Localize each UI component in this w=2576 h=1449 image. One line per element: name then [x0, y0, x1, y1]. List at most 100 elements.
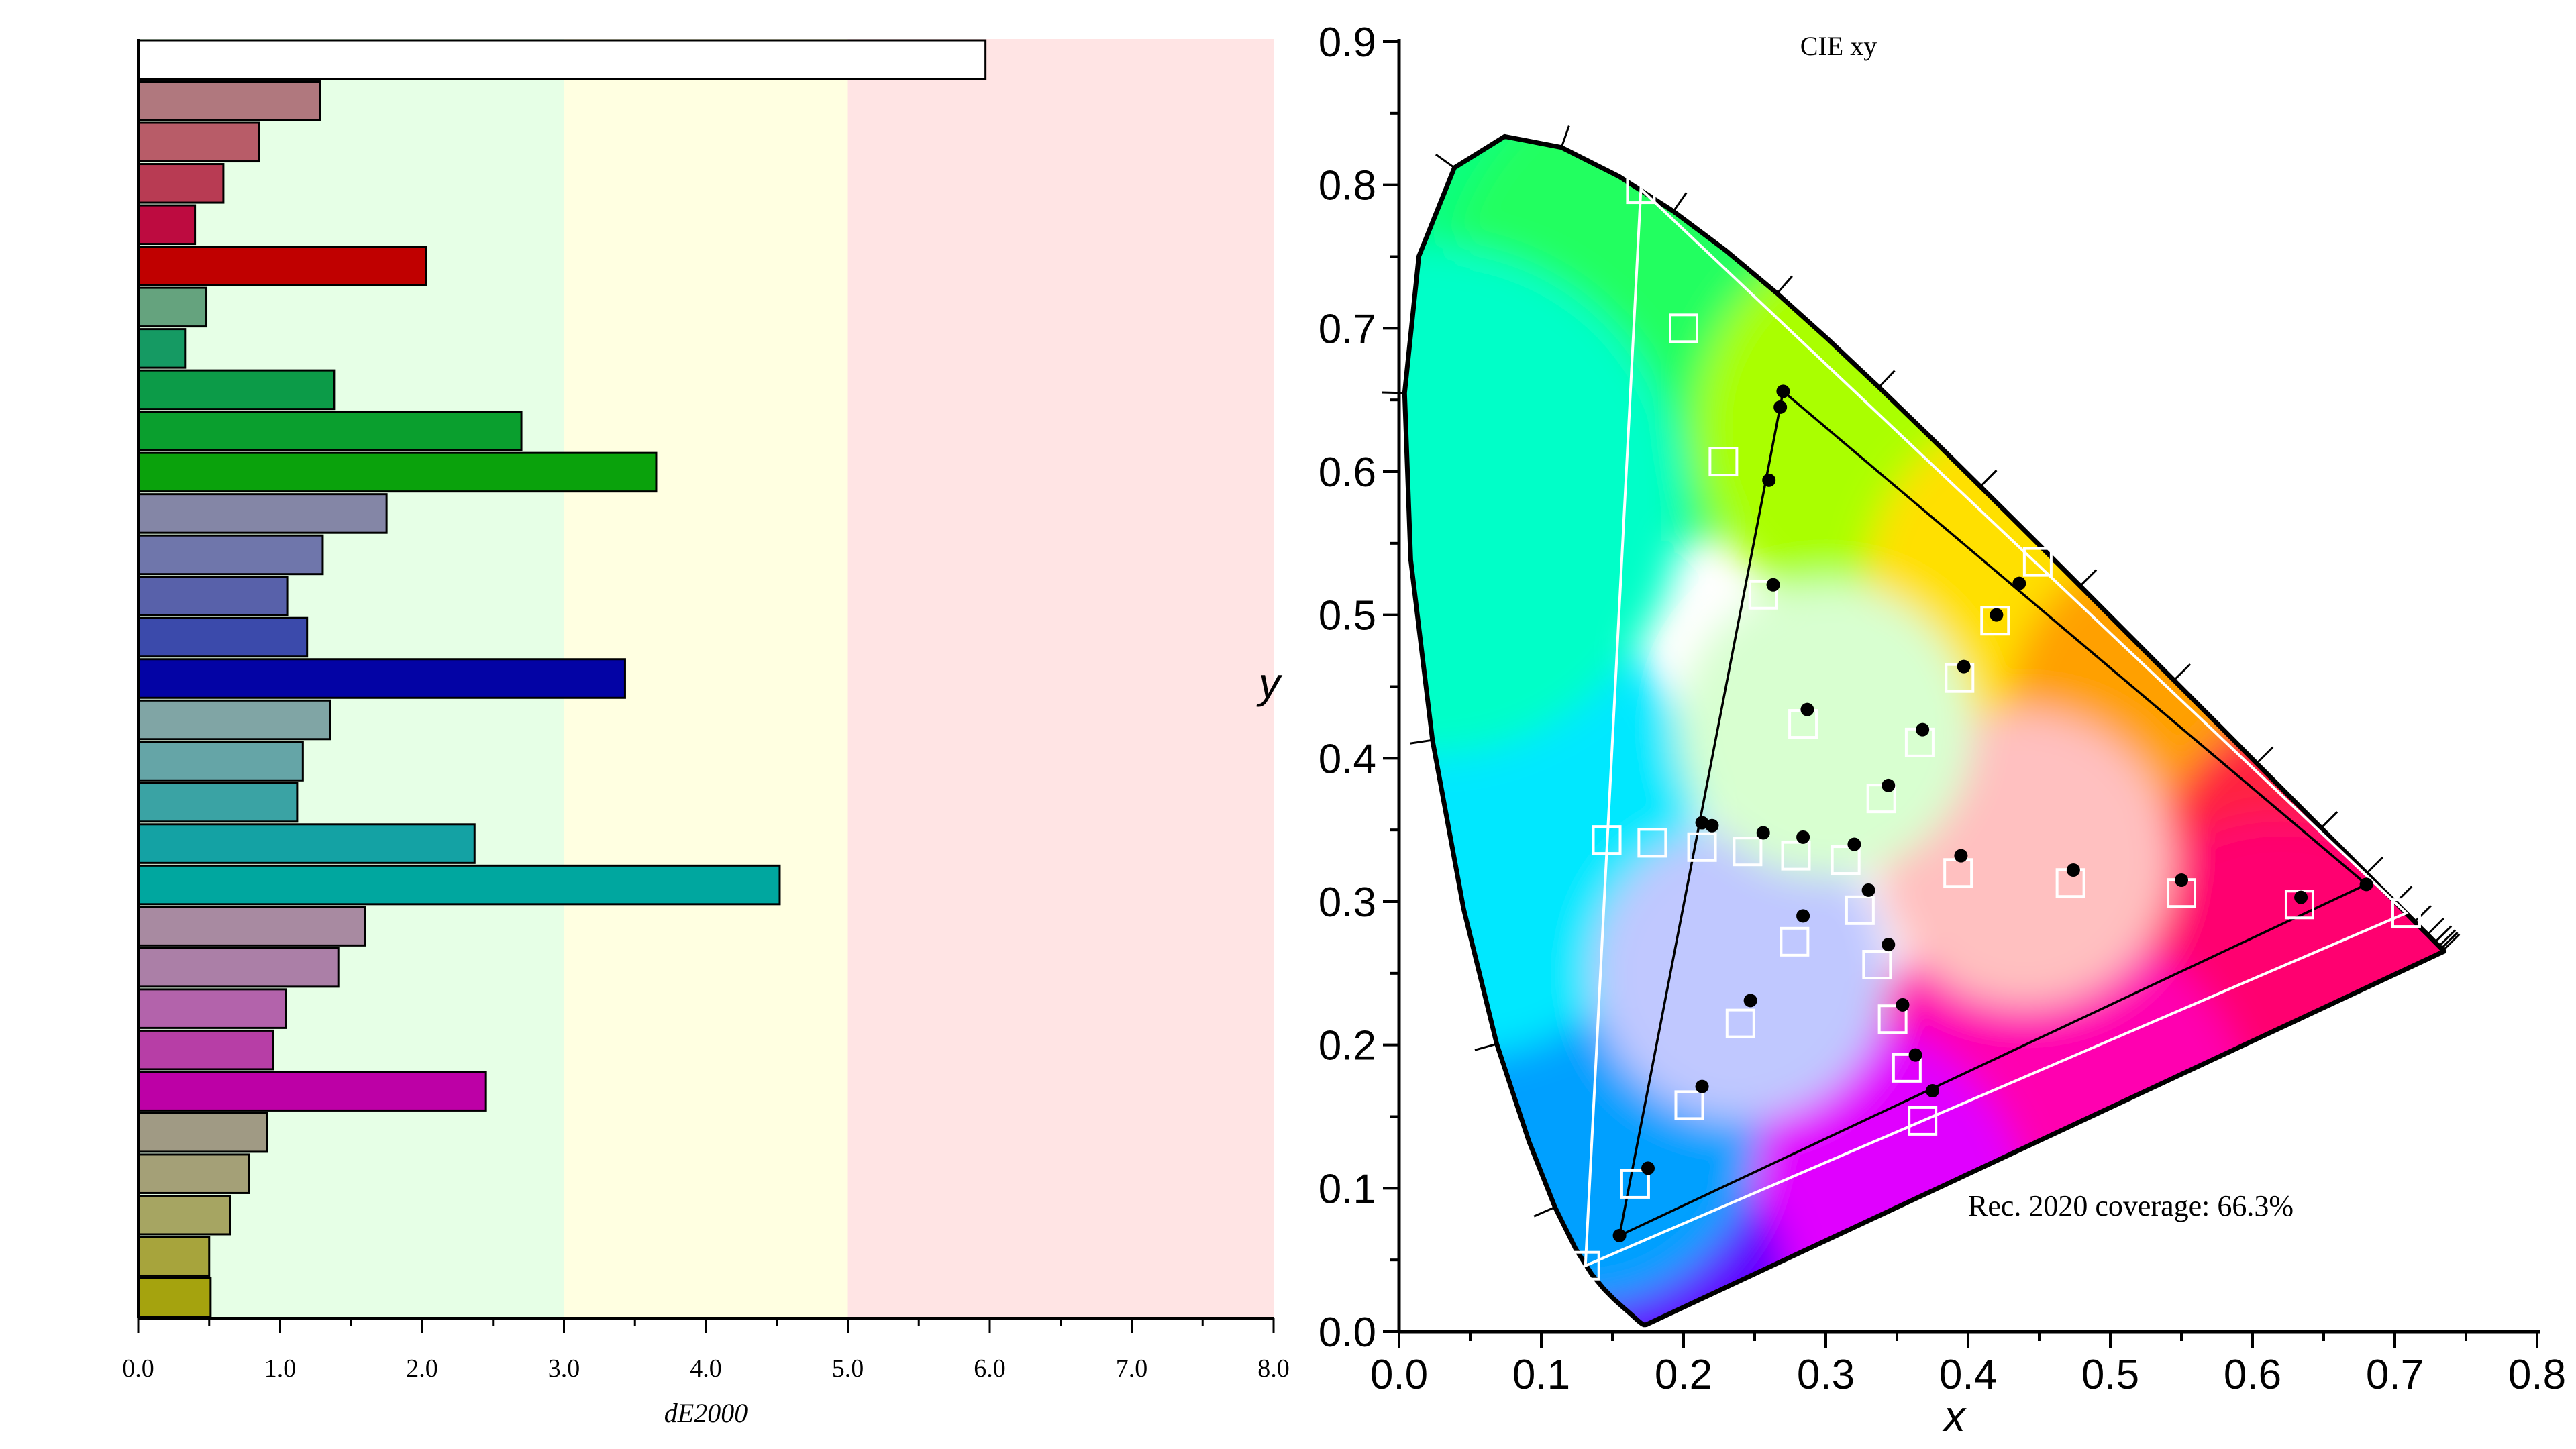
de2000-x-tick-label: 5.0: [832, 1354, 864, 1383]
measurement-markers: [1612, 384, 2373, 1242]
cie-chart-title: CIE xy: [1800, 31, 1877, 61]
tolerance-zone-2: [847, 39, 1274, 1318]
de2000-bar: [137, 121, 260, 163]
de2000-bar: [137, 39, 987, 80]
de2000-x-tick-label: 0.0: [122, 1354, 154, 1383]
target-marker: [1862, 950, 1892, 980]
measurement-marker: [1641, 1161, 1655, 1175]
gamut-color-patch: [1678, 582, 1973, 877]
spectral-locus-tick: [1409, 739, 1433, 745]
de2000-bar: [137, 1194, 231, 1236]
spectral-locus-tick: [2426, 917, 2444, 936]
de2000-x-tick-label: 1.0: [264, 1354, 297, 1383]
measurement-marker: [1766, 578, 1780, 592]
de2000-bar: [137, 699, 331, 741]
cie-y-tick-label: 0.4: [1319, 736, 1376, 782]
cie-x-tick-label: 0.2: [1655, 1352, 1712, 1398]
cie-x-tick-label: 0.5: [2081, 1352, 2139, 1398]
de2000-bar: [137, 1277, 212, 1318]
de2000-x-ticks: 0.0 1.0 2.0 3.0 4.0 5.0 6.0 7.0 8.0: [122, 1318, 1290, 1383]
cie-axes: 0.0 0.1 0.2 0.3 0.4 0.5 0.6 0.7 0.8 0.0 0.1 0.2 0.3 0…: [1319, 19, 2566, 1398]
measured-gamut-triangle: [1618, 389, 2369, 1238]
cie-x-tick-label: 0.0: [1370, 1352, 1428, 1398]
de2000-x-tick-label: 2.0: [406, 1354, 438, 1383]
de2000-bar: [137, 534, 324, 576]
measurement-marker: [2012, 576, 2026, 590]
target-marker: [1980, 606, 2010, 636]
de2000-bar: [137, 741, 304, 782]
measurement-marker: [2294, 890, 2308, 904]
cie-x-tick-label: 0.6: [2224, 1352, 2281, 1398]
target-marker: [1733, 837, 1763, 867]
target-marker: [1725, 1008, 1755, 1038]
cie-y-tick-label: 0.0: [1319, 1309, 1376, 1356]
measurement-marker: [1916, 722, 1930, 737]
cie-y-tick-label: 0.3: [1319, 879, 1376, 926]
de2000-x-tick-label: 3.0: [548, 1354, 580, 1383]
target-marker: [1781, 841, 1811, 871]
cie-x-tick-label: 0.4: [1939, 1352, 1997, 1398]
target-marker: [1748, 580, 1778, 610]
cie-y-tick-label: 0.6: [1319, 449, 1376, 496]
measurement-marker: [1773, 400, 1788, 414]
cie-xy-chart: 0.0 0.1 0.2 0.3 0.4 0.5 0.6 0.7 0.8 0.0 0.1 0.2 0.3 0…: [1256, 19, 2566, 1440]
target-marker: [1708, 447, 1739, 477]
de2000-bar: [137, 204, 197, 246]
target-marker: [1570, 1250, 1600, 1281]
de2000-bar: [137, 1112, 268, 1153]
spectral-locus-tick: [1979, 470, 1998, 488]
spectral-locus-tick: [1560, 125, 1570, 148]
cie-y-tick-label: 0.1: [1319, 1166, 1376, 1212]
measurement-marker: [1847, 837, 1861, 851]
measurement-marker: [1756, 826, 1770, 840]
de2000-bar: [137, 1029, 274, 1071]
de2000-bar: [137, 576, 289, 616]
spectral-locus-tick: [2256, 746, 2274, 764]
gamut-fill: [1404, 136, 2444, 1325]
de2000-bar: [137, 411, 523, 451]
measurement-marker: [1743, 994, 1757, 1008]
de2000-bar: [137, 369, 336, 411]
target-marker: [2022, 547, 2053, 577]
de2000-bar: [137, 906, 366, 947]
de2000-bar: [137, 246, 427, 286]
spectral-locus-tick: [1877, 370, 1896, 388]
de2000-bar: [137, 80, 321, 121]
de2000-bar: [137, 988, 287, 1029]
cie-x-axis-label: x: [1942, 1392, 1967, 1440]
measurement-marker: [1896, 998, 1910, 1012]
spectral-locus-tick: [2320, 811, 2338, 829]
de2000-x-tick-label: 6.0: [974, 1354, 1006, 1383]
cie-y-tick-label: 0.8: [1319, 163, 1376, 209]
de2000-bar: [137, 864, 781, 906]
measurement-marker: [2359, 877, 2373, 892]
gamut-color-patch: [1404, 245, 1683, 755]
measurement-marker: [1926, 1084, 1939, 1098]
cie-y-tick-label: 0.5: [1319, 593, 1376, 639]
de2000-bar: [137, 823, 476, 864]
de2000-bar: [137, 328, 187, 369]
target-marker: [1831, 845, 1861, 875]
cie-y-tick-label: 0.2: [1319, 1023, 1376, 1069]
de2000-bar: [137, 286, 208, 328]
spectral-locus-tick: [2442, 933, 2461, 951]
target-markers: [1570, 174, 2421, 1281]
target-marker: [1669, 313, 1698, 343]
de2000-x-tick-label: 7.0: [1116, 1354, 1148, 1383]
target-marker: [1780, 926, 1810, 957]
spectral-locus-tick: [2434, 925, 2453, 943]
spectral-locus-tick: [1474, 1042, 1498, 1051]
target-marker: [1845, 895, 1875, 925]
cie-y-axis-label: y: [1256, 659, 1283, 707]
target-marker: [1592, 825, 1622, 855]
measurement-marker: [2175, 873, 2188, 887]
cie-x-tick-label: 0.3: [1797, 1352, 1855, 1398]
measurement-marker: [1957, 659, 1971, 674]
de2000-x-tick-label: 8.0: [1257, 1354, 1290, 1383]
target-marker: [1674, 1090, 1704, 1120]
measurement-marker: [2066, 863, 2080, 877]
cie-x-tick-label: 0.1: [1512, 1352, 1570, 1398]
de2000-bar: [137, 163, 225, 204]
measurement-marker: [1776, 384, 1790, 398]
